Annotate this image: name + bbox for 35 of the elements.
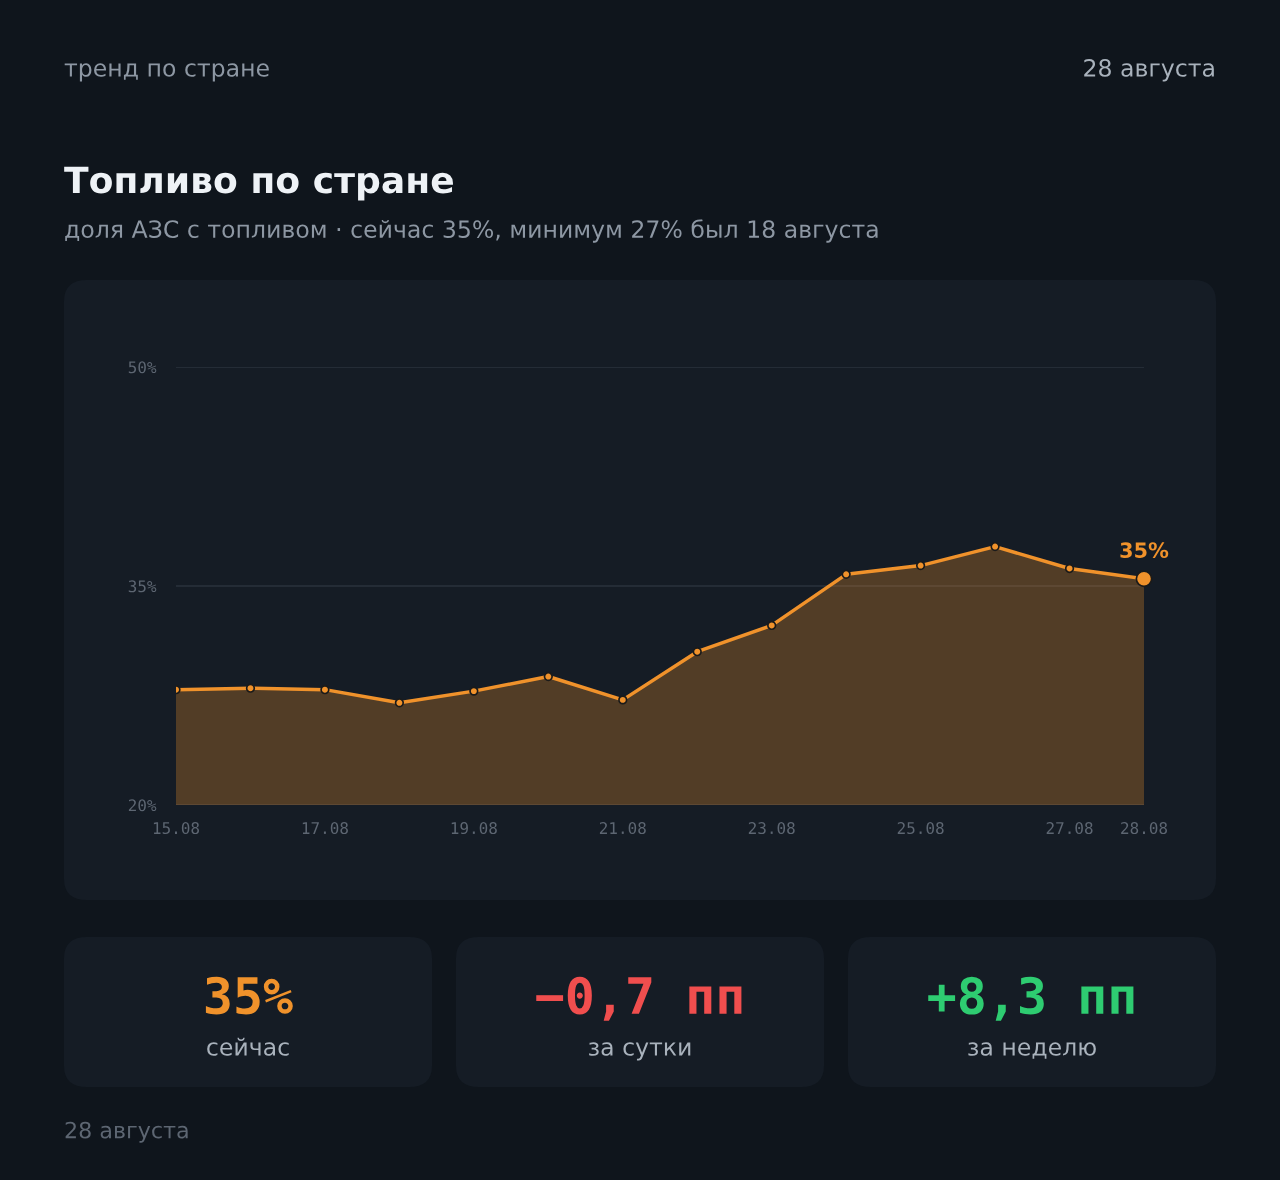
chart-title: Топливо по стране	[64, 166, 453, 201]
x-tick-label: 19.08	[451, 822, 497, 835]
point	[245, 683, 256, 693]
text: за неделю	[968, 1042, 1096, 1059]
point	[990, 541, 1000, 552]
x-tick-label: 21.08	[599, 822, 646, 835]
point	[692, 647, 702, 657]
x-tick-label: 27.08	[1046, 822, 1093, 835]
text: сейчас	[207, 1037, 289, 1056]
point	[841, 569, 851, 579]
point	[618, 695, 628, 705]
y-tick-label: 20%	[128, 799, 157, 812]
chart-subtitle: доля АЗС с топливом · сейчас 35%, минимум 27% был 18 августа	[65, 219, 878, 243]
point	[1064, 563, 1075, 574]
text: тренд по стране	[64, 63, 269, 82]
point	[320, 685, 330, 695]
point	[767, 620, 777, 631]
x-tick-label: 23.08	[748, 822, 795, 835]
point	[915, 560, 926, 571]
x-tick-label: 15.08	[153, 822, 200, 835]
y-tick-label: 50%	[128, 361, 157, 374]
x-tick-label: 17.08	[302, 822, 348, 835]
x-tick-label: 28.08	[1121, 822, 1168, 835]
y-tick-label: 35%	[128, 580, 157, 593]
text: +8,3 пп	[928, 976, 1134, 1021]
text: 28 августа	[1084, 58, 1214, 82]
x-tick-label: 25.08	[897, 822, 944, 835]
point	[543, 671, 553, 682]
text: 35%	[205, 976, 293, 1015]
text: −0,7 пп	[536, 976, 742, 1021]
annotation: 35%	[1120, 542, 1169, 558]
point	[394, 698, 405, 708]
text: за сутки	[589, 1042, 691, 1061]
text: 28 августа	[65, 1121, 188, 1143]
point	[469, 686, 479, 696]
